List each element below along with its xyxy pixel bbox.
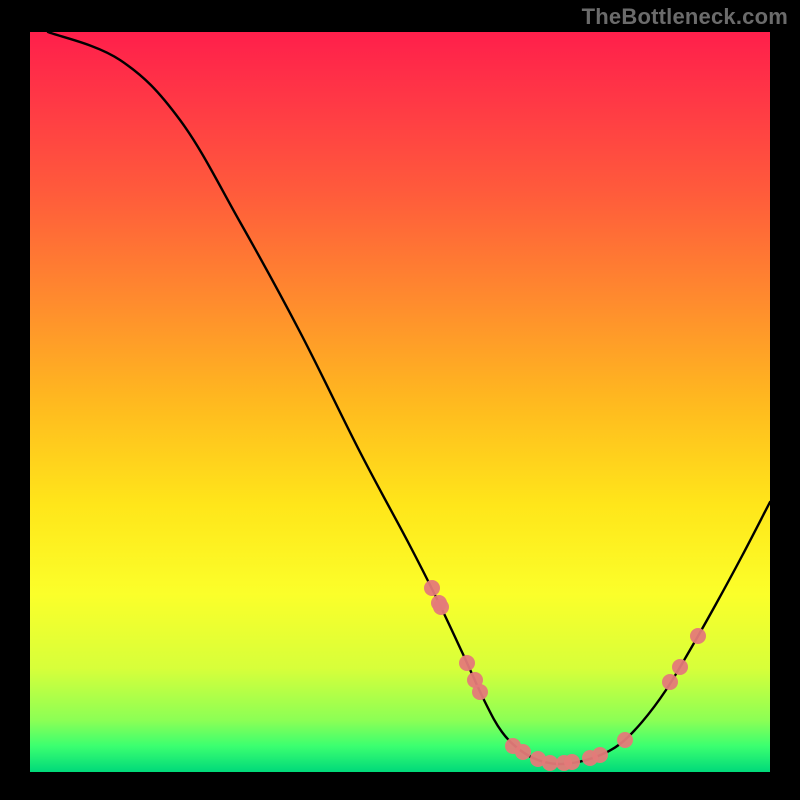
chart-svg [30,32,770,772]
data-marker [564,754,580,770]
data-marker [515,744,531,760]
chart-background [30,32,770,772]
data-marker [459,655,475,671]
data-marker [542,755,558,771]
data-marker [672,659,688,675]
data-marker [472,684,488,700]
data-marker [592,747,608,763]
watermark-text: TheBottleneck.com [582,4,788,30]
chart-area [30,32,770,772]
data-marker [617,732,633,748]
data-marker [424,580,440,596]
data-marker [662,674,678,690]
data-marker [690,628,706,644]
data-marker [433,599,449,615]
